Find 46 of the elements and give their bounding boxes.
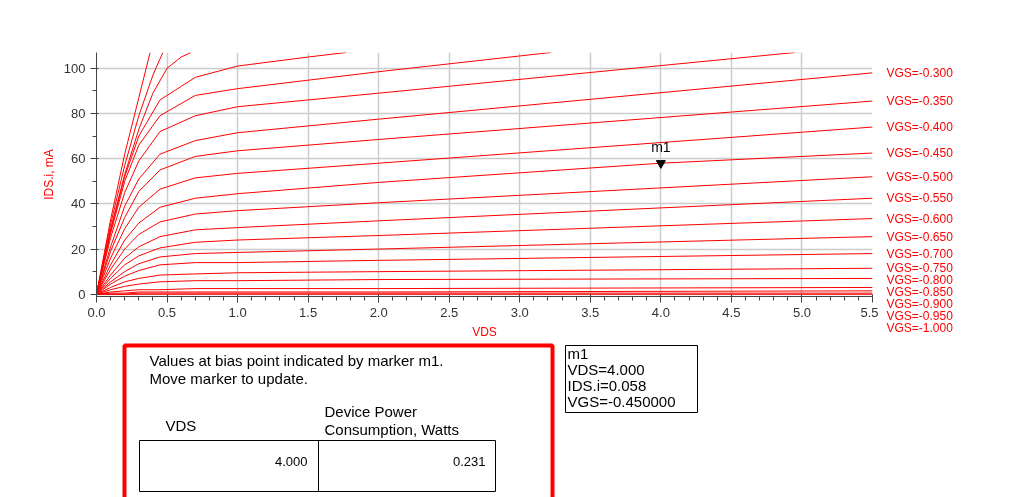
series-label: VGS=-0.900 (886, 297, 954, 312)
text: VDS=4.000 (567, 361, 645, 378)
series-label: VGS=-0.350 (886, 94, 954, 109)
x-tick-label: 0.5 (158, 304, 177, 320)
x-tick-label: 2.0 (369, 304, 388, 320)
x-tick-label: 5.5 (860, 304, 879, 320)
series-label: VGS=-0.450 (886, 146, 954, 161)
annotation: m1 (651, 139, 671, 156)
series-label: VGS=-0.950 (886, 309, 954, 324)
y-tick-label: 100 (63, 60, 86, 76)
series-label: VGS=-0.650 (886, 229, 954, 244)
series-label: VGS=-0.500 (886, 169, 954, 184)
text: Device Power Consumption, Watts (324, 403, 459, 438)
text: Values at bias point indicated by marker m1. (149, 352, 444, 369)
y-tick-label: 0 (78, 286, 86, 302)
series-label: VGS=-0.700 (886, 246, 954, 261)
series-label: VGS=-0.550 (886, 191, 954, 206)
x-tick-label: 0.0 (87, 304, 106, 320)
x-tick-label: 3.5 (581, 304, 600, 320)
text: IDS.i=0.058 (567, 377, 647, 394)
text: m1 (567, 345, 589, 362)
series-label: VGS=-0.600 (886, 211, 954, 226)
x-tick-label: 1.0 (228, 304, 247, 320)
series-label: VGS=-0.850 (886, 285, 954, 300)
x-tick-label: 4.5 (722, 304, 741, 320)
x-tick-label: 1.5 (299, 304, 318, 320)
series-label: VGS=-0.800 (886, 273, 954, 288)
y-axis-title: IDS.i, mA (41, 149, 56, 200)
series-label: VGS=-0.750 (886, 261, 954, 276)
text: 0.231 (452, 454, 486, 469)
x-axis-title: VDS (472, 324, 497, 339)
y-tick-label: 40 (71, 196, 86, 212)
text: 4.000 (274, 454, 308, 469)
y-tick-label: 60 (71, 151, 86, 167)
text: VDS (165, 417, 197, 434)
x-tick-label: 4.0 (651, 304, 670, 320)
x-tick-label: 2.5 (440, 304, 459, 320)
y-tick-label: 80 (71, 106, 86, 121)
text: VGS=-0.450000 (567, 393, 676, 410)
x-tick-label: 5.0 (792, 304, 811, 320)
series-label: VGS=-0.400 (886, 120, 954, 135)
text: Move marker to update. (149, 370, 308, 387)
y-tick-label: 20 (71, 241, 86, 257)
x-tick-label: 3.0 (510, 304, 529, 320)
series-label: VGS=-0.300 (886, 65, 954, 80)
text: VGS=-1.000 (886, 321, 954, 336)
